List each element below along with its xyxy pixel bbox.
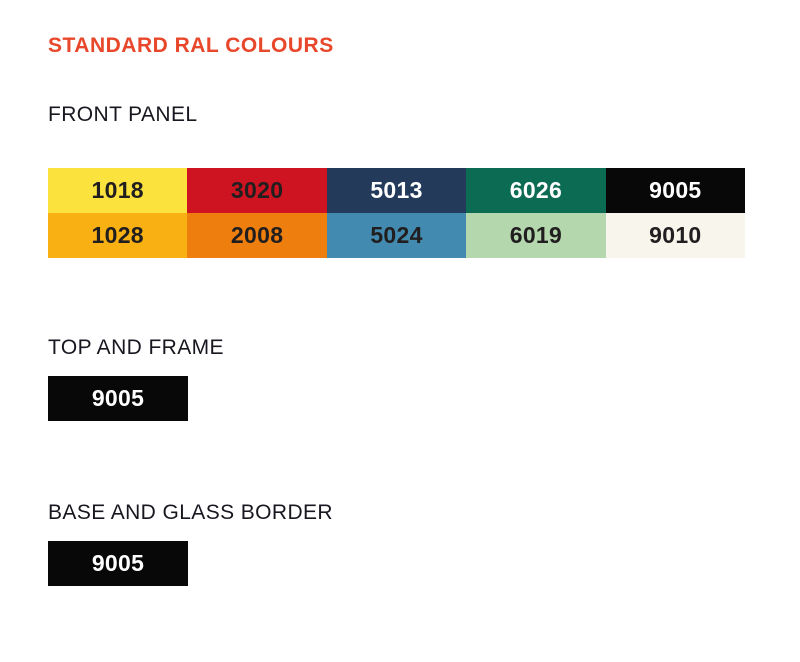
ral-swatch-1028: 1028 (48, 213, 188, 258)
ral-swatch-9005: 9005 (605, 168, 746, 213)
ral-swatch-9010: 9010 (605, 213, 746, 258)
ral-swatch-6026: 6026 (466, 168, 606, 213)
top-and-frame-swatch: 9005 (48, 376, 188, 421)
page-title: STANDARD RAL COLOURS (48, 34, 334, 57)
base-and-glass-border-swatch: 9005 (48, 541, 188, 586)
front-panel-heading: FRONT PANEL (48, 103, 198, 126)
top-and-frame-heading: TOP AND FRAME (48, 336, 224, 359)
front-panel-swatch-grid: 1018 3020 5013 6026 9005 1028 2008 5024 6019 9010 (48, 168, 746, 258)
ral-swatch-5013: 5013 (326, 168, 467, 213)
front-panel-swatch-row: 1018 3020 5013 6026 9005 (48, 168, 746, 213)
ral-swatch-2008: 2008 (187, 213, 327, 258)
ral-swatch-3020: 3020 (187, 168, 327, 213)
ral-swatch-1018: 1018 (48, 168, 188, 213)
front-panel-swatch-row: 1028 2008 5024 6019 9010 (48, 213, 746, 258)
ral-swatch-6019: 6019 (466, 213, 606, 258)
ral-swatch-5024: 5024 (326, 213, 467, 258)
base-and-glass-border-heading: BASE AND GLASS BORDER (48, 501, 333, 524)
